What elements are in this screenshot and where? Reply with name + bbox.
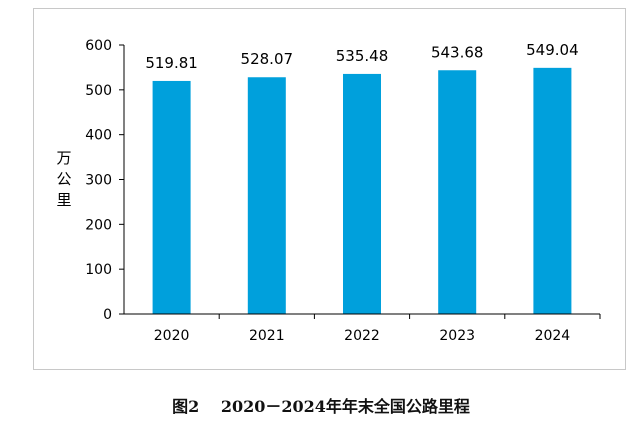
figure-caption: 图2 2020－2024年年末全国公路里程 — [172, 397, 470, 416]
data-label-2021: 528.07 — [241, 50, 294, 68]
y-axis-label-char: 万 — [56, 149, 71, 167]
bar-2022 — [343, 73, 381, 314]
chart-frame — [33, 8, 626, 370]
bar-2021 — [247, 77, 286, 314]
data-label-2023: 543.68 — [431, 43, 484, 61]
bar-2024 — [533, 67, 572, 314]
data-label-2024: 549.04 — [526, 41, 579, 59]
y-tick-label: 400 — [85, 128, 112, 144]
y-axis-label-char: 里 — [56, 191, 71, 209]
y-tick-label: 100 — [85, 262, 112, 278]
y-tick-label: 0 — [103, 307, 112, 323]
bar-2023 — [438, 70, 477, 315]
y-axis-ticks: 0 100 200 300 400 500 600 — [85, 38, 124, 323]
x-axis-tick-labels: 2020 2021 2022 2023 2024 — [154, 314, 601, 344]
x-tick-label-2023: 2023 — [439, 328, 475, 344]
bars — [152, 67, 572, 315]
y-tick-label: 500 — [85, 83, 112, 99]
x-tick-label-2020: 2020 — [154, 328, 190, 344]
y-axis-label: 万公里 — [56, 149, 71, 209]
data-labels: 519.81 528.07 535.48 543.68 549.04 — [145, 41, 578, 72]
bar-2020 — [152, 80, 191, 315]
y-tick-label: 200 — [85, 217, 112, 233]
x-tick-label-2021: 2021 — [249, 328, 285, 344]
data-label-2022: 535.48 — [336, 47, 389, 65]
y-axis-label-char: 公 — [56, 170, 71, 188]
y-tick-label: 600 — [85, 38, 112, 54]
data-label-2020: 519.81 — [145, 54, 198, 72]
x-tick-label-2024: 2024 — [535, 328, 571, 344]
x-tick-label-2022: 2022 — [344, 328, 380, 344]
y-tick-label: 300 — [85, 173, 112, 189]
